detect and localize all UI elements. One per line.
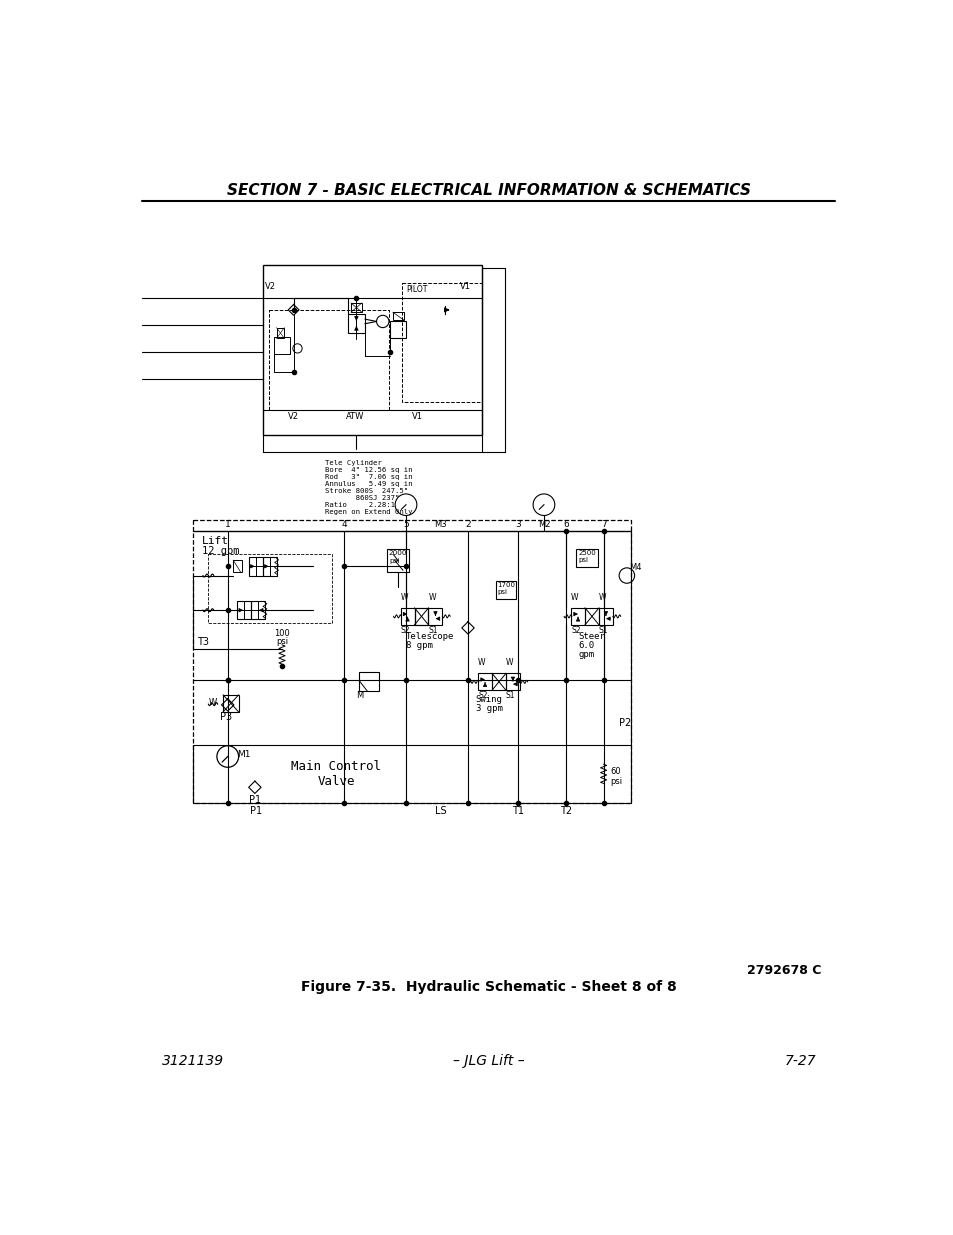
Text: M1: M1: [236, 750, 251, 758]
Text: gpm: gpm: [578, 651, 595, 659]
Bar: [387, 548, 409, 572]
Text: 4: 4: [341, 520, 347, 530]
Text: psi: psi: [578, 557, 587, 563]
Text: P1: P1: [250, 805, 261, 816]
Text: V1: V1: [459, 282, 471, 290]
Text: Swing: Swing: [476, 695, 502, 704]
Text: LS: LS: [435, 805, 446, 816]
Bar: [359, 672, 378, 692]
Bar: [415, 608, 428, 625]
Bar: [249, 557, 262, 576]
Bar: [496, 580, 516, 599]
Text: ATW: ATW: [346, 411, 364, 421]
Bar: [236, 601, 251, 620]
Bar: [233, 561, 242, 573]
Text: 2000: 2000: [389, 550, 407, 556]
Text: V2: V2: [265, 282, 275, 290]
Bar: [492, 673, 505, 690]
Text: SECTION 7 - BASIC ELECTRICAL INFORMATION & SCHEMATICS: SECTION 7 - BASIC ELECTRICAL INFORMATION…: [227, 183, 750, 198]
Text: W: W: [505, 658, 513, 667]
Text: 2792678 C: 2792678 C: [746, 965, 821, 977]
Text: M: M: [356, 692, 363, 700]
Bar: [223, 695, 238, 711]
Text: psi: psi: [497, 589, 507, 595]
Text: W: W: [428, 593, 436, 601]
Text: 3 gpm: 3 gpm: [476, 704, 502, 713]
Bar: [390, 321, 406, 338]
Bar: [348, 314, 365, 333]
Text: 8 gpm: 8 gpm: [406, 641, 433, 650]
Bar: [598, 608, 612, 625]
Text: 2500: 2500: [578, 550, 596, 556]
Text: S1: S1: [428, 626, 437, 635]
Bar: [415, 608, 428, 625]
Bar: [505, 673, 519, 690]
Text: psi: psi: [610, 777, 622, 785]
Text: M2: M2: [537, 520, 550, 530]
Text: P3: P3: [220, 711, 232, 721]
Text: PILOT: PILOT: [406, 285, 427, 294]
Bar: [251, 601, 265, 620]
Text: S2: S2: [571, 626, 580, 635]
Text: – JLG Lift –: – JLG Lift –: [453, 1053, 524, 1067]
Bar: [400, 608, 415, 625]
Text: 5: 5: [403, 520, 409, 530]
Text: V2: V2: [288, 411, 299, 421]
Text: P2: P2: [618, 718, 631, 727]
Text: 60: 60: [610, 767, 620, 777]
Bar: [571, 608, 584, 625]
Bar: [269, 310, 389, 410]
Text: T3: T3: [196, 637, 209, 647]
Text: S1: S1: [505, 692, 515, 700]
Text: M4: M4: [629, 563, 641, 572]
Text: T2: T2: [559, 805, 572, 816]
Text: 3121139: 3121139: [162, 1053, 224, 1067]
Text: V1: V1: [412, 411, 423, 421]
Bar: [351, 303, 361, 312]
Text: 3: 3: [515, 520, 520, 530]
Text: Telescope: Telescope: [406, 632, 454, 641]
Text: W: W: [208, 698, 216, 708]
Bar: [477, 673, 492, 690]
Text: T1: T1: [512, 805, 524, 816]
Text: 12 gpm: 12 gpm: [202, 546, 239, 556]
Text: W: W: [571, 593, 578, 601]
Bar: [402, 283, 481, 403]
Text: Lift: Lift: [202, 536, 229, 546]
Bar: [428, 608, 442, 625]
Bar: [274, 337, 290, 353]
Text: 1: 1: [225, 520, 231, 530]
Bar: [393, 312, 403, 320]
Bar: [262, 266, 481, 435]
Text: psi: psi: [389, 558, 399, 564]
Text: 7: 7: [600, 520, 606, 530]
Text: Figure 7-35.  Hydraulic Schematic - Sheet 8 of 8: Figure 7-35. Hydraulic Schematic - Sheet…: [301, 981, 676, 994]
Text: 6.0: 6.0: [578, 641, 595, 650]
Bar: [584, 608, 598, 625]
Text: 2: 2: [465, 520, 471, 530]
Text: S2: S2: [400, 626, 410, 635]
Text: S1: S1: [598, 626, 608, 635]
Bar: [193, 520, 630, 803]
Text: W: W: [598, 593, 606, 601]
Bar: [576, 548, 598, 567]
Bar: [276, 327, 284, 338]
Text: W: W: [477, 658, 485, 667]
Text: P1: P1: [249, 795, 261, 805]
Text: 6: 6: [563, 520, 569, 530]
Bar: [262, 557, 276, 576]
Bar: [208, 555, 332, 624]
Text: S2: S2: [477, 692, 487, 700]
Text: psi: psi: [275, 637, 288, 646]
Text: M3: M3: [435, 520, 447, 530]
Text: Steer: Steer: [578, 632, 605, 641]
Text: Main Control
Valve: Main Control Valve: [291, 761, 381, 788]
Text: 7-27: 7-27: [784, 1053, 816, 1067]
Text: Tele Cylinder
Bore  4" 12.56 sq in
Rod   3"  7.06 sq in
Annulus   5.49 sq in
Str: Tele Cylinder Bore 4" 12.56 sq in Rod 3"…: [324, 461, 412, 515]
Text: 100: 100: [274, 630, 290, 638]
Text: 1700: 1700: [497, 583, 515, 589]
Text: W: W: [400, 593, 408, 601]
